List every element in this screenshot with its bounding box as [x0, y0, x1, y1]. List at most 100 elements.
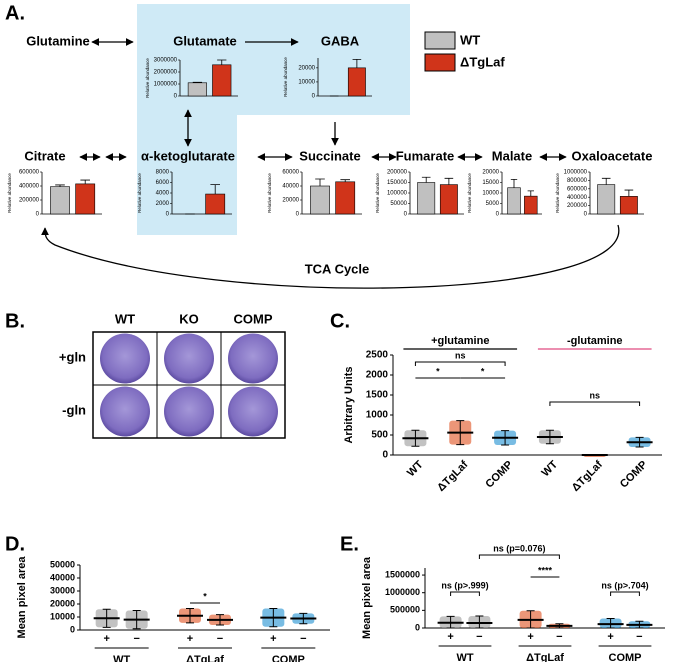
y-axis-label: Arbitrary Units	[343, 366, 355, 443]
y-tick-label: 2500	[366, 350, 389, 361]
y-axis-label: Relative abundance	[467, 173, 472, 213]
significance-label: *	[203, 591, 207, 601]
y-tick-label: 0	[415, 622, 420, 632]
error-bar	[624, 189, 634, 197]
y-tick-label: 20000	[282, 198, 299, 204]
x-tick-label: +	[270, 633, 276, 645]
significance-bracket	[478, 554, 560, 559]
panel-letter: D.	[5, 533, 25, 555]
bar	[75, 183, 96, 215]
y-tick-label: 200000	[387, 170, 408, 176]
y-tick-label: 10000	[298, 80, 315, 86]
bar	[597, 184, 616, 215]
y-axis-label: Mean pixel area	[361, 556, 373, 639]
y-tick-label: 5000	[486, 201, 500, 207]
group-label: ΔTgLaf	[526, 652, 564, 662]
y-tick-label: 1000000	[564, 170, 588, 176]
significance-label: ns (p>.704)	[601, 580, 648, 590]
y-tick-label: 2000	[366, 370, 389, 381]
x-tick-label: −	[133, 633, 139, 645]
bar	[507, 187, 521, 215]
legend-swatch	[424, 53, 456, 72]
y-tick-label: 0	[166, 212, 170, 218]
y-tick-label: 400000	[567, 195, 588, 201]
y-tick-label: 0	[312, 94, 316, 100]
x-tick-label: −	[636, 631, 642, 643]
y-tick-label: 1500000	[385, 569, 420, 579]
metabolite-label: Glutamate	[173, 33, 237, 48]
bar	[439, 184, 458, 215]
y-tick-label: 800000	[567, 178, 588, 184]
y-tick-label: 6000	[156, 180, 170, 186]
y-tick-label: 0	[36, 212, 40, 218]
x-tick-label: WT	[540, 458, 561, 479]
column-label: COMP	[234, 311, 273, 326]
x-tick-label: +	[527, 631, 533, 643]
section-label: +glutamine	[431, 335, 489, 347]
y-tick-label: 10000	[50, 611, 75, 621]
y-tick-label: 50000	[390, 201, 407, 207]
error-bar	[340, 179, 350, 182]
y-tick-label: 0	[404, 212, 408, 218]
metabolite-label: Oxaloacetate	[572, 148, 653, 163]
bar	[524, 195, 538, 215]
y-tick-label: 2000000	[154, 70, 178, 76]
y-tick-label: 50000	[50, 559, 75, 569]
significance-label: ns	[455, 350, 466, 360]
x-tick-label: +	[447, 631, 453, 643]
x-tick-label: WT	[405, 458, 426, 479]
highlight-region	[137, 4, 410, 235]
significance-label: ns	[589, 390, 600, 400]
metabolite-label: α-ketoglutarate	[141, 148, 235, 163]
significance-bracket	[549, 401, 641, 406]
y-tick-label: 0	[496, 212, 500, 218]
panel-letter: C.	[330, 310, 350, 332]
y-tick-label: 500	[371, 430, 388, 441]
y-tick-label: 0	[70, 624, 75, 634]
error-bar	[80, 179, 90, 184]
x-tick-label: −	[217, 633, 223, 645]
metabolite-label: Succinate	[299, 148, 360, 163]
x-tick-label: COMP	[483, 459, 515, 491]
y-axis-label: Relative abundance	[267, 173, 272, 213]
error-bar	[315, 178, 325, 186]
plaque-wells	[100, 333, 278, 437]
y-axis-label: Relative abundance	[7, 173, 12, 213]
metabolite-label: GABA	[321, 33, 360, 48]
y-tick-label: 100000	[387, 191, 408, 197]
significance-label: *	[481, 366, 485, 376]
error-bar	[527, 190, 534, 197]
error-bar	[510, 178, 518, 188]
x-tick-label: −	[300, 633, 306, 645]
bar	[347, 67, 366, 97]
y-tick-label: 150000	[387, 180, 408, 186]
panel-letter: A.	[5, 2, 25, 24]
error-bar	[475, 615, 484, 629]
group-label: WT	[113, 654, 130, 662]
x-tick-label: −	[556, 631, 562, 643]
x-tick-label: ΔTgLaf	[570, 458, 605, 493]
y-tick-label: 1000	[366, 410, 389, 421]
bar	[310, 185, 330, 215]
y-tick-label: 40000	[50, 572, 75, 582]
y-tick-label: 20000	[298, 65, 315, 71]
y-tick-label: 10000	[482, 191, 499, 197]
column-label: KO	[179, 311, 199, 326]
y-tick-label: 600000	[567, 186, 588, 192]
y-axis-label: Relative abundance	[555, 173, 560, 213]
significance-label: ns (p>.999)	[441, 580, 488, 590]
y-axis-label: Relative abundance	[137, 173, 142, 213]
error-bar	[217, 59, 227, 65]
significance-bracket	[610, 591, 640, 596]
y-tick-label: 0	[382, 450, 388, 461]
group-label: ΔTgLaf	[186, 654, 224, 662]
y-tick-label: 1000000	[154, 82, 178, 88]
y-axis-label: Relative abundance	[145, 58, 150, 98]
panel-letter: E.	[340, 533, 359, 555]
y-tick-label: 30000	[50, 585, 75, 595]
error-bar	[352, 59, 362, 68]
section-label: -glutamine	[567, 335, 623, 347]
error-bar	[55, 184, 65, 187]
y-tick-label: 400000	[19, 184, 40, 190]
y-tick-label: 20000	[482, 170, 499, 176]
